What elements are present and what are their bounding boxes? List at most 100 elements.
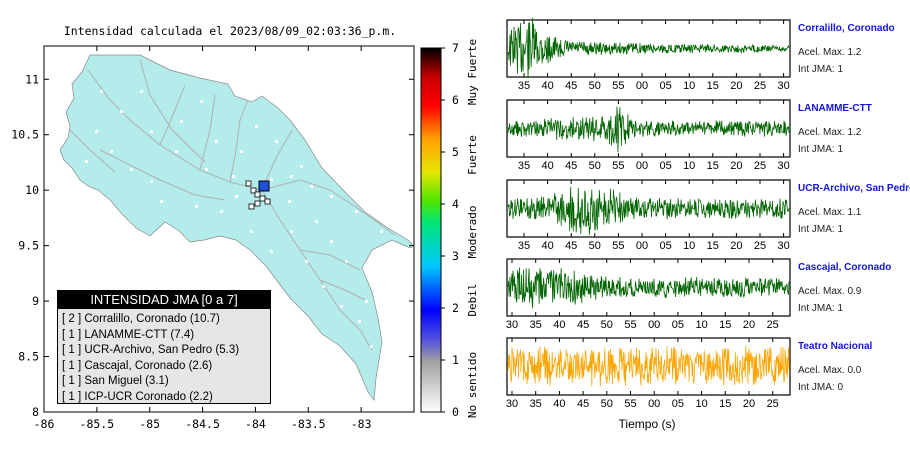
station-acel: Acel. Max. 1.2 xyxy=(798,127,862,138)
station-acel: Acel. Max. 1.2 xyxy=(798,47,862,58)
y-tick-label: 8.5 xyxy=(18,350,39,364)
colorbar-tick-label: 2 xyxy=(452,301,459,315)
colorbar xyxy=(420,47,442,413)
x-tick-label: -86 xyxy=(34,417,55,431)
waveform-tick-label: 35 xyxy=(530,398,542,410)
station-marker xyxy=(245,180,252,187)
waveform-tick-label: 15 xyxy=(719,319,731,331)
waveform-tick-label: 55 xyxy=(612,160,624,172)
station-marker xyxy=(259,195,266,202)
town-dots xyxy=(85,90,383,408)
legend-item-name: ICP-UCR Coronado (2.2) xyxy=(84,390,213,403)
colorbar-category-label: Moderado xyxy=(466,206,479,259)
waveform-tick-label: 05 xyxy=(659,240,671,252)
costa-rica-land xyxy=(59,54,414,401)
waveform-tick-label: 40 xyxy=(553,398,565,410)
legend-item: [ 1 ] ICP-UCR Coronado (2.2) xyxy=(58,390,270,406)
town-dot xyxy=(255,125,258,128)
colorbar-category-label: Fuerte xyxy=(466,135,479,175)
colorbar-tick-label: 6 xyxy=(452,93,459,107)
station-marker xyxy=(248,203,255,210)
waveform-tick-label: 45 xyxy=(565,240,577,252)
x-tick-label: -84 xyxy=(245,417,266,431)
legend-item: [ 1 ] Cascajal, Coronado (2.6) xyxy=(58,359,270,375)
waveform-tick-label: 50 xyxy=(601,319,613,331)
waveform-tick-label: 05 xyxy=(659,80,671,92)
waveform-tick-label: 55 xyxy=(612,80,624,92)
colorbar-tick-label: 1 xyxy=(452,353,459,367)
waveform-trace xyxy=(507,106,790,153)
town-dot xyxy=(340,305,343,308)
y-tick-label: 8 xyxy=(32,405,39,419)
station-marker xyxy=(254,200,261,207)
town-dot xyxy=(355,210,358,213)
waveform-frame xyxy=(506,258,791,317)
town-dot xyxy=(160,200,163,203)
station-marker xyxy=(264,198,271,205)
waveform-tick-label: 05 xyxy=(672,398,684,410)
town-dot xyxy=(232,175,235,178)
station-intensity: Int JMA: 1 xyxy=(798,64,844,75)
town-dot xyxy=(330,240,333,243)
waveform-tick-label: 05 xyxy=(672,319,684,331)
colorbar-tick-label: 7 xyxy=(452,41,459,55)
station-markers xyxy=(245,180,271,210)
waveform-tick-label: 50 xyxy=(601,398,613,410)
y-tick-label: 9 xyxy=(32,294,39,308)
waveform-tick-label: 50 xyxy=(589,240,601,252)
station-intensity: Int JMA: 1 xyxy=(798,303,844,314)
y-tick-label: 11 xyxy=(25,72,39,86)
waveform-trace xyxy=(507,186,790,235)
town-dot xyxy=(110,150,113,153)
waveform-tick-label: 40 xyxy=(541,80,553,92)
waveform-tick-label: 20 xyxy=(730,240,742,252)
waveform-tick-label: 30 xyxy=(777,160,789,172)
town-dot xyxy=(315,220,318,223)
intensity-legend: INTENSIDAD JMA [0 a 7] [ 2 ] Corralillo,… xyxy=(57,290,271,404)
town-dot xyxy=(220,210,223,213)
town-dot xyxy=(150,130,153,133)
waveform-tick-label: 40 xyxy=(541,240,553,252)
town-dot xyxy=(235,195,238,198)
waveform-tick-label: 15 xyxy=(719,398,731,410)
town-dot xyxy=(358,320,361,323)
waveform-tick-label: 45 xyxy=(565,160,577,172)
town-dot xyxy=(205,168,208,171)
station-name: Teatro Nacional xyxy=(798,341,873,352)
waveform-tick-label: 15 xyxy=(707,240,719,252)
x-tick-label: -84.5 xyxy=(185,417,220,431)
colorbar-category-label: Debil xyxy=(466,283,479,316)
waveform-tick-label: 55 xyxy=(624,319,636,331)
waveform-xlabel: Tiempo (s) xyxy=(619,417,676,431)
waveform-tick-label: 15 xyxy=(707,80,719,92)
waveform-tick-label: 45 xyxy=(577,398,589,410)
waveform-tick-label: 20 xyxy=(730,160,742,172)
legend-item: [ 1 ] San Miguel (3.1) xyxy=(58,374,270,390)
colorbar-labels: No sentido Debil Moderado Fuerte Muy Fuerte xyxy=(466,39,479,418)
station-name: UCR-Archivo, San Pedro xyxy=(798,183,910,194)
station-intensity: Int JMA: 1 xyxy=(798,144,844,155)
waveform-tick-label: 25 xyxy=(754,240,766,252)
station-acel: Acel. Max. 0.9 xyxy=(798,286,862,297)
waveform-tick-label: 10 xyxy=(683,80,695,92)
waveform-tick-label: 45 xyxy=(577,319,589,331)
station-name: Cascajal, Coronado xyxy=(798,262,892,273)
x-tick-label: -83.5 xyxy=(291,417,326,431)
waveform-tick-label: 25 xyxy=(754,160,766,172)
town-dot xyxy=(100,90,103,93)
town-dot xyxy=(380,230,383,233)
town-dot xyxy=(305,260,308,263)
waveform-tick-label: 40 xyxy=(553,319,565,331)
waveform-tick-label: 00 xyxy=(648,398,660,410)
x-tick-label: -85 xyxy=(139,417,160,431)
town-dot xyxy=(365,300,368,303)
waveform-tick-label: 40 xyxy=(541,160,553,172)
waveform-tick-label: 05 xyxy=(659,160,671,172)
legend-item-name: Cascajal, Coronado (2.6) xyxy=(84,359,213,372)
waveform-tick-label: 55 xyxy=(612,240,624,252)
waveform-tick-label: 00 xyxy=(636,80,648,92)
waveform-tick-label: 15 xyxy=(707,160,719,172)
town-dot xyxy=(374,405,377,408)
map-x-ticks: -86 -85.5 -85 -84.5 -84 -83.5 -83 xyxy=(34,46,372,431)
